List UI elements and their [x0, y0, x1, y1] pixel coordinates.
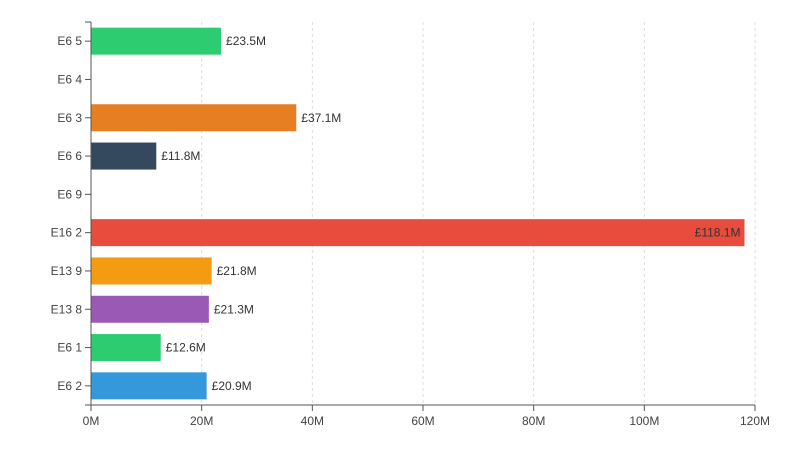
y-tick-label: E6 4: [57, 72, 82, 86]
bar: [91, 219, 745, 247]
bar: [91, 372, 207, 400]
labels-group: 0M 20M 40M 60M 80M 100M 120M E6 5 £23.5M E6 4 E6 3…: [51, 34, 770, 428]
bar: [91, 295, 209, 323]
x-tick-label: 80M: [522, 414, 545, 428]
bar: [91, 334, 161, 362]
data-label: £20.9M: [212, 379, 252, 393]
x-tick-label: 40M: [301, 414, 324, 428]
data-label: £23.5M: [226, 34, 266, 48]
y-tick-label: E6 6: [57, 149, 82, 163]
data-label: £21.8M: [217, 264, 257, 278]
gridlines: [201, 22, 756, 405]
y-tick-label: E6 1: [57, 341, 82, 355]
bar: [91, 142, 157, 170]
axes: [85, 21, 756, 411]
bar: [91, 257, 212, 285]
data-label: £12.6M: [166, 341, 206, 355]
y-tick-label: E6 5: [57, 34, 82, 48]
y-tick-label: E6 9: [57, 187, 82, 201]
data-label: £11.8M: [161, 149, 200, 163]
data-label: £118.1M: [695, 226, 741, 240]
y-tick-label: E6 2: [57, 379, 82, 393]
bars-group: [91, 27, 745, 400]
x-tick-label: 60M: [411, 414, 434, 428]
bar: [91, 27, 222, 55]
bar: [91, 104, 297, 132]
data-label: £37.1M: [301, 111, 341, 125]
y-tick-label: E16 2: [51, 226, 83, 240]
y-tick-label: E13 8: [51, 302, 83, 316]
x-tick-label: 0M: [83, 414, 100, 428]
x-tick-label: 100M: [629, 414, 659, 428]
x-tick-label: 120M: [740, 414, 770, 428]
y-tick-label: E13 9: [51, 264, 83, 278]
y-tick-label: E6 3: [57, 111, 82, 125]
x-tick-label: 20M: [190, 414, 213, 428]
data-label: £21.3M: [214, 302, 254, 316]
